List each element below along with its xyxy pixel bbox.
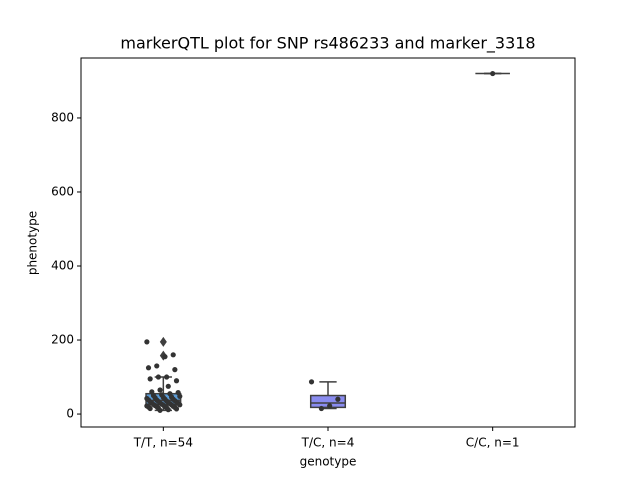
- point: [164, 374, 170, 380]
- x-tick-label: T/T, n=54: [133, 436, 193, 450]
- y-tick-label: 0: [66, 407, 74, 421]
- flier: [159, 336, 167, 347]
- point: [162, 354, 168, 360]
- y-axis-label: phenotype: [26, 211, 40, 275]
- point: [165, 407, 171, 413]
- point: [147, 376, 153, 382]
- point: [170, 352, 176, 358]
- point: [308, 379, 315, 385]
- plot-frame: [80, 57, 576, 428]
- point: [327, 403, 333, 409]
- point: [172, 367, 178, 373]
- point: [165, 383, 171, 389]
- point: [155, 374, 161, 380]
- y-tick-label: 400: [51, 259, 74, 273]
- point: [157, 387, 163, 393]
- point: [154, 363, 160, 369]
- point: [490, 70, 496, 77]
- point: [173, 378, 180, 384]
- chart-title: markerQTL plot for SNP rs486233 and mark…: [120, 34, 535, 54]
- x-tick-label: C/C, n=1: [466, 436, 520, 450]
- point: [173, 406, 180, 412]
- point: [147, 405, 153, 412]
- y-tick-label: 200: [51, 333, 74, 347]
- y-tick-label: 600: [51, 184, 74, 198]
- x-axis-label: genotype: [300, 455, 357, 469]
- point: [145, 365, 152, 371]
- x-tick-label: T/C, n=4: [301, 436, 355, 450]
- point: [177, 402, 183, 408]
- y-tick-label: 800: [51, 110, 74, 124]
- point: [335, 396, 341, 402]
- point: [157, 407, 163, 413]
- point: [318, 405, 325, 412]
- point: [177, 393, 183, 399]
- point: [144, 339, 150, 345]
